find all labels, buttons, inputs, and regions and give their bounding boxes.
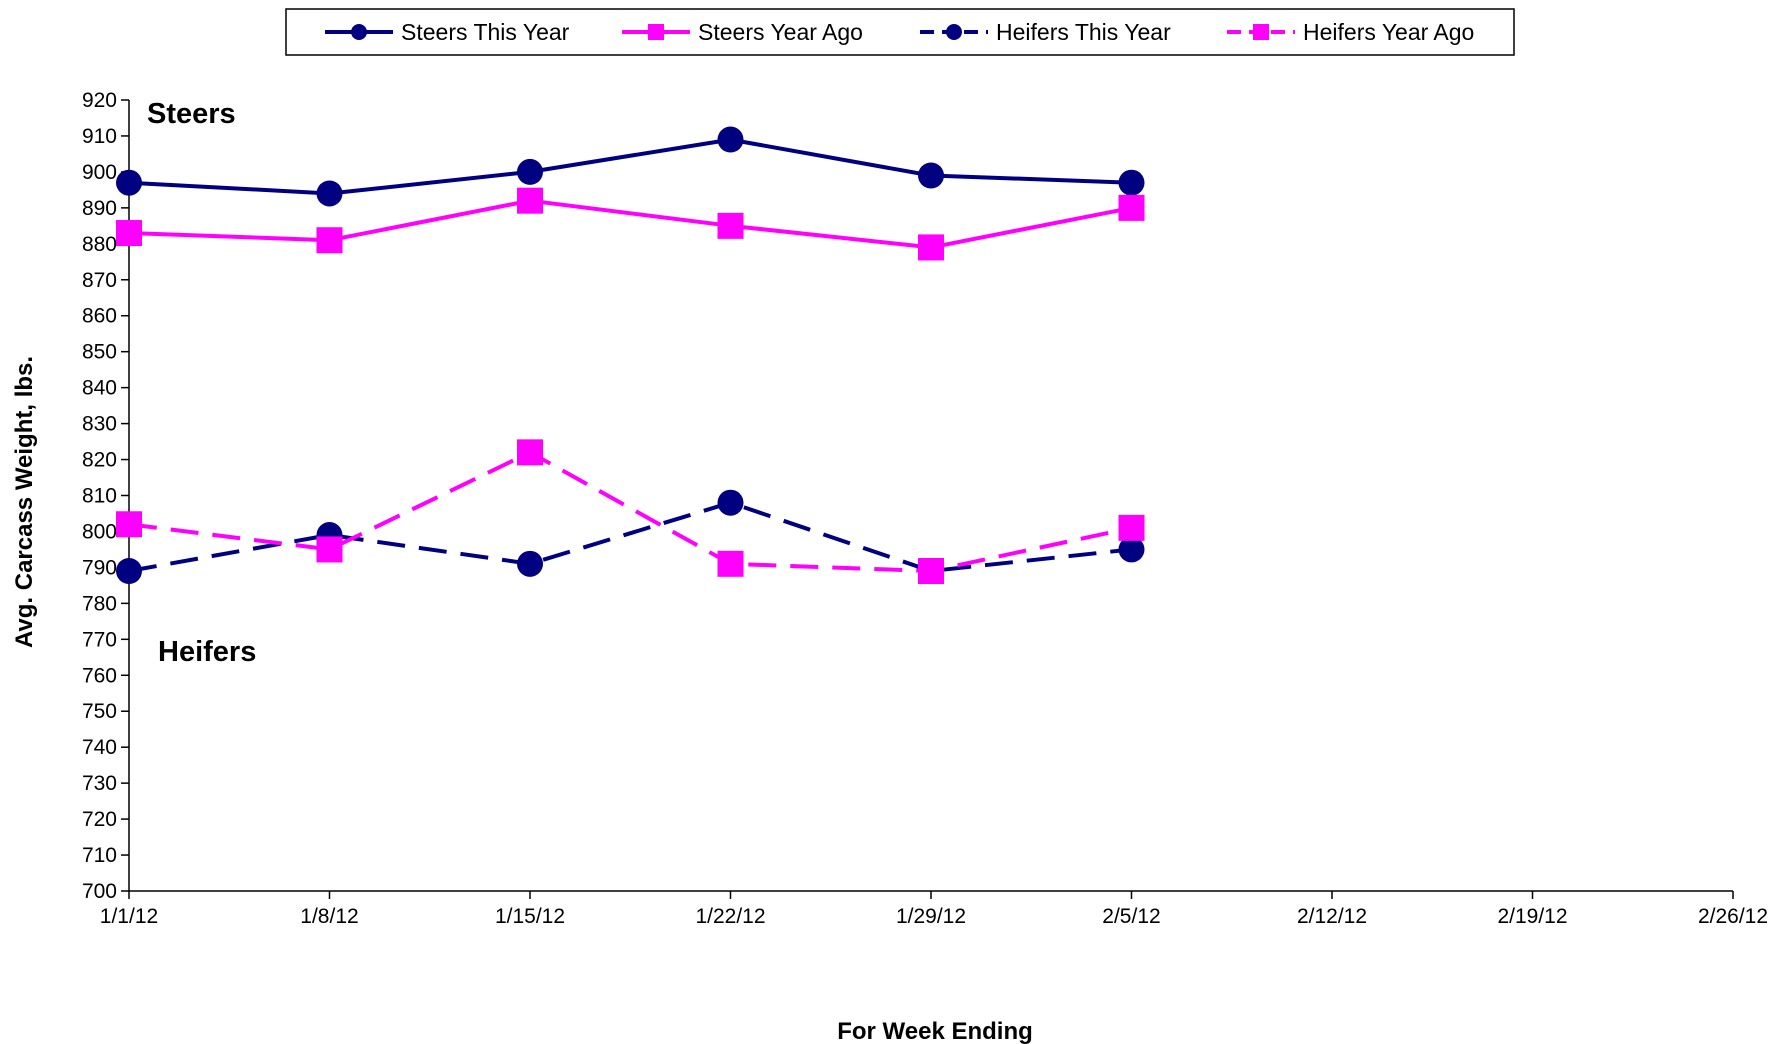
y-tick-label: 900 bbox=[82, 161, 117, 184]
series-line bbox=[128, 137, 1132, 196]
series-steers-this-year bbox=[116, 126, 1145, 207]
data-point bbox=[116, 169, 142, 196]
series-line bbox=[128, 198, 1132, 250]
data-point bbox=[717, 212, 744, 239]
y-tick-label: 840 bbox=[82, 377, 117, 400]
data-point bbox=[717, 489, 744, 516]
series-steers-year-ago bbox=[116, 187, 1145, 261]
legend: Steers This Year Steers Year Ago Heifers T… bbox=[285, 8, 1515, 56]
y-tick-label: 720 bbox=[82, 808, 117, 831]
data-point bbox=[1118, 194, 1145, 221]
x-tick-label: 1/15/12 bbox=[495, 905, 565, 928]
data-point bbox=[517, 439, 543, 466]
legend-marker bbox=[1253, 24, 1269, 40]
legend-label: Steers This Year bbox=[401, 19, 570, 45]
data-point bbox=[116, 220, 142, 247]
y-tick-label: 750 bbox=[82, 700, 117, 723]
x-tick-label: 2/12/12 bbox=[1297, 905, 1367, 928]
series-layer bbox=[116, 126, 1145, 585]
legend-item: Heifers Year Ago bbox=[1227, 19, 1474, 45]
legend-item: Steers This Year bbox=[325, 19, 570, 45]
legend-label: Steers Year Ago bbox=[698, 19, 863, 45]
legend-marker bbox=[946, 24, 962, 40]
legend-item: Heifers This Year bbox=[920, 19, 1171, 45]
x-tick-label: 2/19/12 bbox=[1497, 905, 1567, 928]
series-heifers-this-year bbox=[116, 489, 1145, 585]
annotation-steers: Steers bbox=[147, 98, 236, 130]
y-tick-label: 910 bbox=[82, 125, 117, 148]
x-tick-label: 2/5/12 bbox=[1102, 905, 1160, 928]
y-tick-label: 790 bbox=[82, 556, 117, 579]
y-tick-label: 860 bbox=[82, 305, 117, 328]
y-axis: 700 710 720 730 740 750 760 770 780 790 800 810 820 8… bbox=[82, 89, 130, 903]
annotation-heifers: Heifers bbox=[158, 636, 256, 668]
y-tick-label: 880 bbox=[82, 233, 117, 256]
x-axis: 1/1/12 1/8/12 1/15/12 1/22/12 1/29/12 2/5/12 2… bbox=[100, 890, 1768, 928]
data-point bbox=[316, 536, 343, 563]
data-point bbox=[1118, 514, 1145, 541]
y-tick-label: 920 bbox=[82, 89, 117, 112]
data-point bbox=[717, 126, 744, 153]
y-tick-label: 850 bbox=[82, 341, 117, 364]
x-axis-title: For Week Ending bbox=[837, 1018, 1033, 1044]
y-tick-label: 730 bbox=[82, 772, 117, 795]
y-tick-label: 780 bbox=[82, 592, 117, 615]
series-heifers-year-ago bbox=[116, 439, 1145, 585]
data-point bbox=[517, 550, 543, 577]
y-tick-label: 830 bbox=[82, 413, 117, 436]
legend-item: Steers Year Ago bbox=[622, 19, 863, 45]
y-tick-label: 770 bbox=[82, 628, 117, 651]
y-tick-label: 890 bbox=[82, 197, 117, 220]
legend-label: Heifers Year Ago bbox=[1303, 19, 1474, 45]
data-point bbox=[517, 187, 543, 214]
y-tick-label: 870 bbox=[82, 269, 117, 292]
data-point bbox=[1118, 536, 1145, 563]
data-point bbox=[316, 180, 343, 207]
series-line bbox=[128, 450, 1132, 573]
data-point bbox=[918, 162, 944, 189]
data-point bbox=[316, 227, 343, 254]
data-point bbox=[116, 558, 142, 585]
x-tick-label: 1/1/12 bbox=[100, 905, 158, 928]
data-point bbox=[1118, 169, 1145, 196]
data-point bbox=[918, 234, 944, 261]
y-tick-label: 760 bbox=[82, 664, 117, 687]
data-point bbox=[517, 158, 543, 185]
legend-marker bbox=[648, 24, 664, 40]
y-tick-label: 820 bbox=[82, 449, 117, 472]
data-point bbox=[918, 558, 944, 585]
x-tick-label: 1/8/12 bbox=[300, 905, 358, 928]
legend-box bbox=[285, 8, 1515, 56]
series-line bbox=[128, 500, 1132, 573]
y-axis-title: Avg. Carcass Weight, lbs. bbox=[11, 356, 38, 648]
y-tick-label: 710 bbox=[82, 844, 117, 867]
y-tick-label: 700 bbox=[82, 880, 117, 903]
x-tick-label: 1/22/12 bbox=[695, 905, 765, 928]
legend-marker bbox=[351, 24, 367, 40]
y-tick-label: 800 bbox=[82, 520, 117, 543]
y-tick-label: 810 bbox=[82, 485, 117, 508]
data-point bbox=[116, 511, 142, 538]
x-tick-label: 1/29/12 bbox=[896, 905, 966, 928]
data-point bbox=[717, 550, 744, 577]
x-tick-label: 2/26/12 bbox=[1698, 905, 1768, 928]
legend-label: Heifers This Year bbox=[996, 19, 1171, 45]
y-tick-label: 740 bbox=[82, 736, 117, 759]
